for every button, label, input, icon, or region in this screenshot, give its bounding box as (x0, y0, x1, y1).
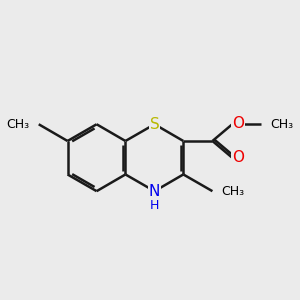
Text: O: O (232, 116, 244, 131)
Text: H: H (150, 199, 159, 212)
Text: CH₃: CH₃ (270, 118, 293, 131)
Text: O: O (232, 150, 244, 165)
Text: CH₃: CH₃ (7, 118, 30, 131)
Text: CH₃: CH₃ (221, 185, 244, 198)
Text: S: S (150, 117, 159, 132)
Text: N: N (149, 184, 160, 199)
